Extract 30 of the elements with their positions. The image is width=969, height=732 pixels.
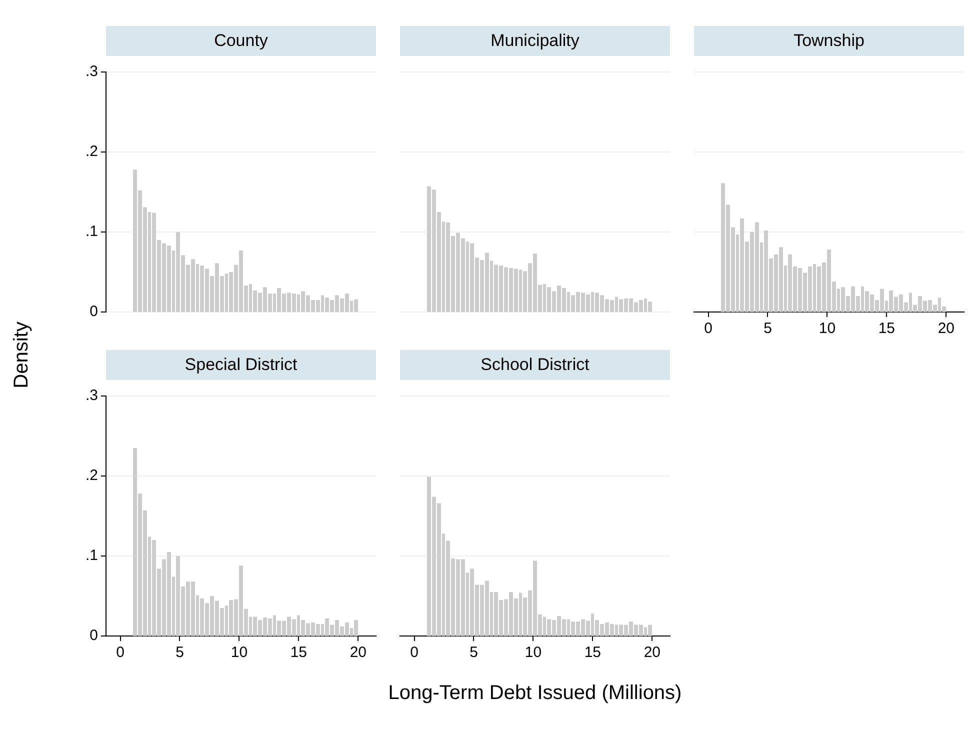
chart-title: Special District (106, 350, 376, 380)
y-tick-label: 0 (90, 303, 98, 320)
x-tick-label: 0 (116, 644, 124, 662)
x-tick-label: 0 (410, 644, 418, 662)
y-tick-label: .1 (85, 547, 98, 564)
chart-title: School District (400, 350, 670, 380)
y-tick-label: 0 (90, 627, 98, 644)
x-tick-label: 5 (470, 644, 478, 662)
x-tick-label: 0 (704, 320, 712, 338)
x-axis-title: Long-Term Debt Issued (Millions) (388, 682, 682, 705)
y-tick-label: .3 (85, 387, 98, 404)
y-tick-label: .1 (85, 223, 98, 240)
x-tick-label: 10 (818, 320, 836, 338)
x-tick-label: 10 (230, 644, 248, 662)
x-tick-label: 10 (524, 644, 542, 662)
chart-title: Township (694, 26, 964, 56)
chart-title: Municipality (400, 26, 670, 56)
x-tick-label: 20 (350, 644, 366, 662)
x-tick-label: 5 (176, 644, 184, 662)
chart-title: County (106, 26, 376, 56)
x-tick-label: 20 (938, 320, 954, 338)
x-tick-label: 15 (290, 644, 308, 662)
y-axis-title: Density (10, 322, 34, 388)
y-tick-label: .2 (85, 467, 98, 484)
y-tick-label: .3 (85, 63, 98, 80)
x-tick-label: 20 (644, 644, 660, 662)
x-tick-label: 5 (764, 320, 772, 338)
x-tick-label: 15 (584, 644, 602, 662)
x-tick-label: 15 (878, 320, 896, 338)
y-tick-label: .2 (85, 143, 98, 160)
